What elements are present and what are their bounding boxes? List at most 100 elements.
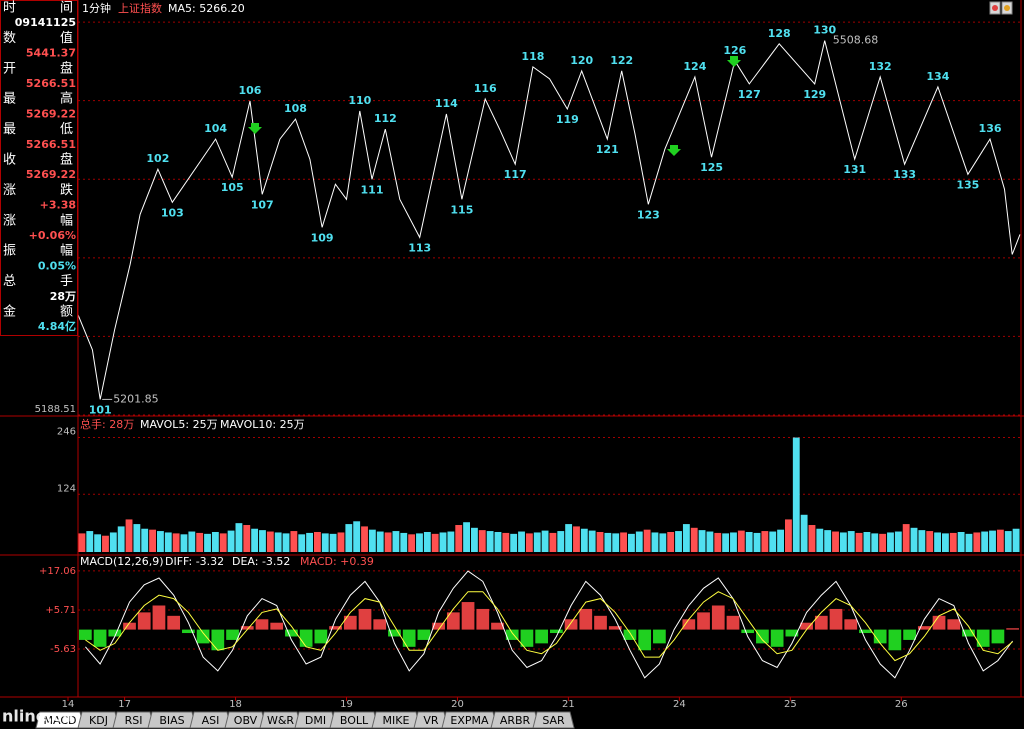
volume-bar (157, 531, 164, 552)
x-tick-label: 21 (562, 699, 575, 710)
tab-label[interactable]: OBV (234, 714, 258, 727)
volume-bar (86, 531, 94, 552)
macd-bar (903, 629, 916, 640)
wave-label: 125 (700, 161, 723, 174)
tab[interactable] (532, 711, 575, 729)
volume-bar (306, 532, 313, 552)
wave-label: 105 (221, 181, 244, 194)
info-value: 28万 (50, 290, 76, 303)
x-tick-label: 14 (62, 699, 75, 710)
high-label: 5508.68 (833, 34, 879, 47)
volume-bar (620, 532, 627, 552)
macd-bar (564, 619, 578, 630)
volume-bar (981, 531, 989, 552)
wave-label: 121 (596, 143, 619, 156)
volume-bar (290, 531, 298, 552)
info-value: 5441.37 (26, 47, 76, 60)
wave-label: 118 (521, 50, 544, 63)
y-tick-label: +5.71 (45, 605, 76, 616)
tab-label[interactable]: KDJ (89, 714, 108, 727)
volume-bar (808, 525, 816, 552)
volume-bar (416, 533, 423, 552)
period: 1分钟 (82, 1, 111, 15)
macd-bar (255, 619, 269, 630)
tab-label[interactable]: W&R (267, 714, 294, 727)
wave-label: 135 (956, 178, 979, 191)
tab-label[interactable]: ARBR (500, 714, 531, 727)
volume-bar (549, 532, 557, 552)
volume-bar (887, 532, 894, 552)
info-value: 09141125 (15, 16, 76, 29)
tab-label[interactable]: ASI (202, 714, 220, 727)
wave-label: 124 (683, 60, 706, 73)
macd-bar (785, 629, 799, 637)
macd-bar (623, 629, 637, 640)
tab-label[interactable]: MIKE (383, 714, 410, 727)
y-tick-label: -5.63 (50, 644, 76, 655)
macd-bar (285, 629, 298, 637)
macd-bar (594, 615, 607, 630)
volume-bar (690, 527, 698, 552)
macd-bar (756, 629, 769, 644)
volume-bar (714, 532, 722, 552)
macd-bar (1006, 628, 1019, 630)
volume-bar (329, 533, 337, 552)
volume-bar (455, 525, 463, 552)
tab-label[interactable]: SAR (542, 714, 565, 727)
macd-bar (388, 629, 401, 637)
tab-label[interactable]: MACD (44, 714, 77, 727)
volume-bar (706, 531, 714, 552)
y-tick-label: +17.06 (39, 566, 76, 577)
macd-bar (182, 629, 195, 634)
macd-bar (844, 619, 858, 630)
macd-bar (947, 619, 961, 630)
volume-bar (463, 522, 470, 552)
info-value: 5266.51 (26, 138, 76, 151)
wave-label: 116 (474, 82, 497, 95)
volume-bar (761, 531, 769, 552)
signal-arrow (667, 145, 681, 156)
tab-label[interactable]: BOLL (340, 714, 369, 727)
y-tick-label: 124 (57, 483, 76, 494)
volume-bar (376, 531, 384, 552)
volume-bar (580, 528, 588, 552)
volume-bar (188, 531, 196, 552)
volume-bar (439, 532, 447, 552)
volume-bar (957, 531, 965, 552)
tab-label[interactable]: VR (423, 714, 439, 727)
wave-label: 117 (504, 168, 527, 181)
volume-bar (196, 532, 204, 552)
tab-label[interactable]: BIAS (159, 714, 184, 727)
volume-bar (730, 532, 737, 552)
volume-bar (266, 531, 274, 552)
icon (992, 5, 998, 11)
volume-bar (682, 524, 690, 552)
tab-label[interactable]: EXPMA (450, 714, 489, 727)
volume-bar (777, 529, 784, 552)
y-tick-label: 246 (57, 427, 76, 438)
volume-bar (785, 519, 792, 552)
macd-bar (550, 629, 563, 634)
volume-bar (910, 527, 918, 552)
watermark: nline.cn (2, 707, 74, 726)
volume-bar (133, 524, 141, 552)
volume-bar (698, 530, 706, 552)
volume-bar (604, 532, 612, 552)
macd-bar (535, 629, 548, 644)
wave-label: 107 (251, 198, 274, 211)
volume-bar (298, 534, 306, 552)
volume-bar (902, 524, 910, 552)
volume-bar (800, 514, 808, 552)
macd-bar (417, 629, 431, 640)
x-tick-label: 20 (451, 699, 464, 710)
volume-bar (737, 530, 745, 552)
volume-bar (502, 532, 510, 552)
macd-bar (505, 629, 519, 640)
volume-bar (447, 531, 455, 552)
volume-bar (102, 535, 109, 552)
volume-bar (894, 531, 902, 552)
tab-label[interactable]: RSI (125, 714, 143, 727)
tab-label[interactable]: DMI (305, 714, 326, 727)
macd-bar (167, 615, 181, 630)
